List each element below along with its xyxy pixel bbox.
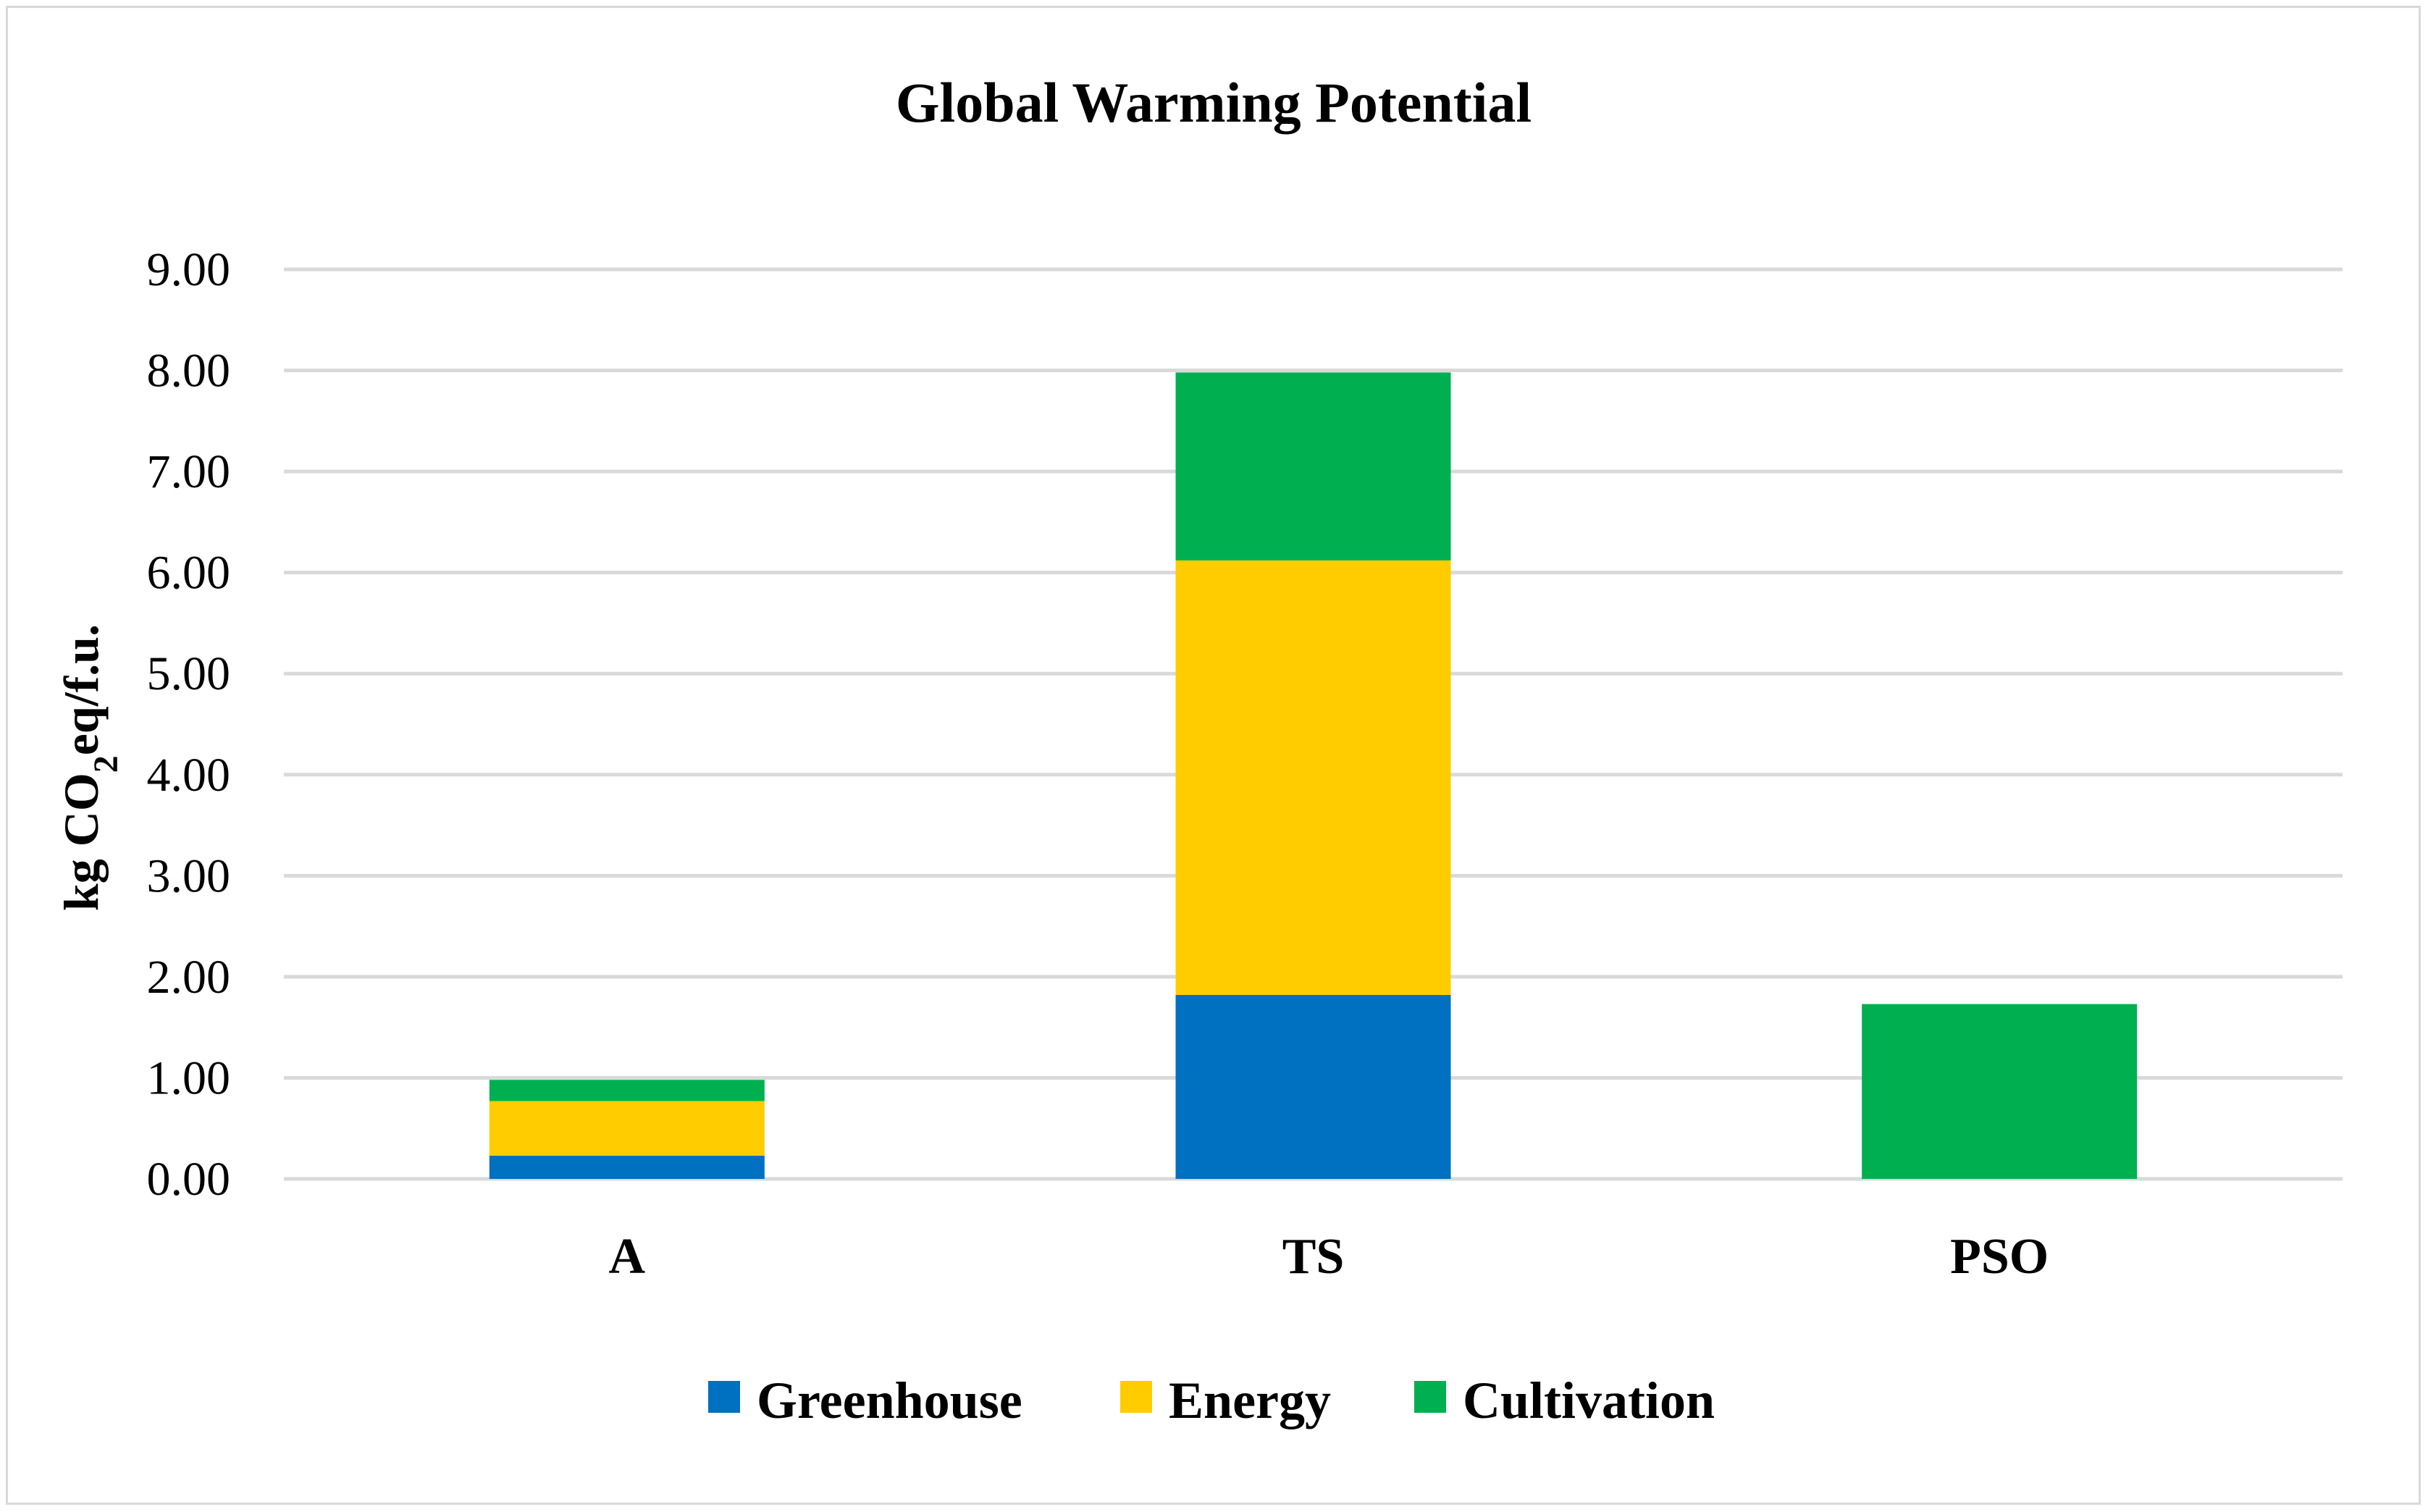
y-axis-ticks: 0.00 1.00 2.00 3.00 4.00 5.00 6.00 7.00 8.00 9.00 (147, 243, 231, 1206)
y-tick-label: 3.00 (147, 849, 231, 902)
legend-label-cultivation: Cultivation (1463, 1372, 1715, 1429)
y-tick-label: 2.00 (147, 951, 231, 1004)
y-tick-label: 6.00 (147, 547, 231, 600)
chart-title: Global Warming Potential (896, 71, 1532, 134)
y-tick-label: 9.00 (147, 243, 231, 296)
x-category-label: A (609, 1229, 646, 1285)
y-axis-label-prefix: kg CO (54, 773, 109, 911)
bar-a-energy (489, 1101, 765, 1156)
bar-ts-greenhouse (1175, 995, 1451, 1179)
y-axis-label-suffix: eq/f.u. (54, 624, 109, 755)
y-axis-label: kg CO2eq/f.u. (54, 624, 125, 911)
legend-swatch-cultivation (1414, 1381, 1446, 1413)
legend-swatch-energy (1120, 1381, 1152, 1413)
x-category-label: TS (1282, 1229, 1345, 1285)
y-tick-label: 4.00 (147, 749, 231, 802)
bar-a-cultivation (489, 1080, 765, 1101)
x-category-label: PSO (1950, 1229, 2049, 1285)
bar-ts-cultivation (1175, 372, 1451, 560)
bar-ts-energy (1175, 560, 1451, 996)
bars (489, 372, 2138, 1179)
legend-label-greenhouse: Greenhouse (757, 1372, 1022, 1429)
bar-pso-cultivation (1862, 1004, 2138, 1179)
y-tick-label: 1.00 (147, 1051, 231, 1104)
y-tick-label: 0.00 (147, 1153, 231, 1206)
x-axis-categories: A TS PSO (609, 1229, 2049, 1285)
legend-label-energy: Energy (1169, 1372, 1331, 1429)
y-tick-label: 5.00 (147, 647, 231, 700)
legend-swatch-greenhouse (708, 1381, 740, 1413)
bar-a-greenhouse (489, 1155, 765, 1179)
legend: Greenhouse Energy Cultivation (708, 1372, 1715, 1429)
y-axis-label-subscript: 2 (87, 755, 125, 773)
y-tick-label: 8.00 (147, 345, 231, 398)
y-tick-label: 7.00 (147, 445, 231, 498)
